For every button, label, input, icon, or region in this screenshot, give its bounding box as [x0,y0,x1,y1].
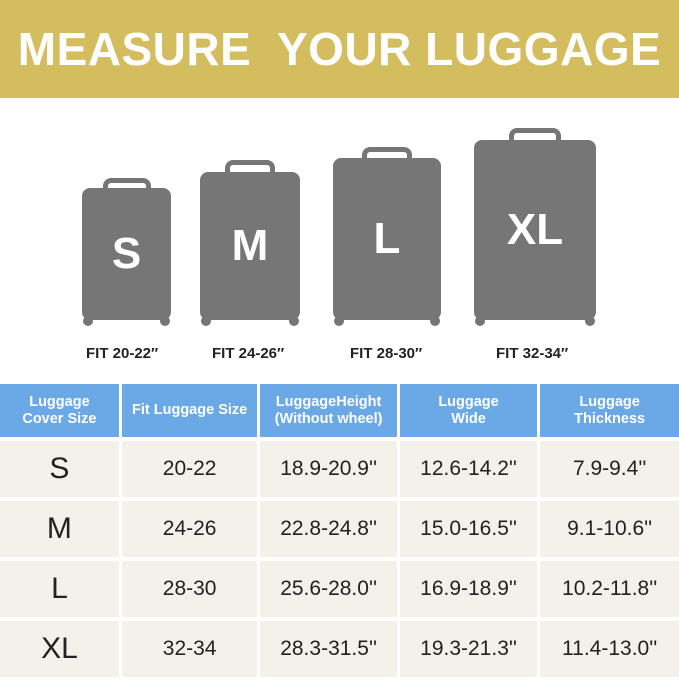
table-cell: 9.1-10.6'' [540,501,679,557]
title: MEASURE YOUR LUGGAGE [17,23,662,75]
table-cell: 12.6-14.2'' [399,441,538,497]
size-chart-table: Luggage Cover Size Fit Luggage Size Luggage… [0,380,679,681]
title-banner: MEASURE YOUR LUGGAGE [0,0,679,98]
table-cell: 28.3-31.5'' [260,621,397,677]
suitcase-letter: L [373,214,401,263]
column-header-line: Thickness [574,410,646,427]
table-row: M 24-26 22.8-24.8'' 15.0-16.5'' 9.1-10.6'' [0,501,679,557]
column-header-line: Luggage [438,393,499,410]
suitcase-letter: M [231,221,269,270]
table-cell: XL [0,621,119,677]
table-cell: 24-26 [121,501,258,557]
table-cell: 22.8-24.8'' [260,501,397,557]
column-header: Luggage Cover Size [0,384,119,437]
column-header-line: Luggage [29,393,90,410]
fit-label-s: FIT 20-22″ [86,345,159,362]
suitcase-l-icon: L [333,147,441,326]
column-header-line: (Without wheel) [274,410,383,427]
table-cell: 7.9-9.4'' [540,441,679,497]
table-cell: S [0,441,119,497]
column-header: Fit Luggage Size [121,384,258,437]
column-header-line: LuggageHeight [275,393,382,410]
column-header: Luggage Wide [399,384,538,437]
column-header-line: Fit Luggage Size [132,402,248,418]
table-cell: M [0,501,119,557]
table-row: XL 32-34 28.3-31.5'' 19.3-21.3'' 11.4-13.0'' [0,621,679,677]
table-cell: 15.0-16.5'' [399,501,538,557]
fit-label-m: FIT 24-26″ [212,345,285,362]
table-cell: L [0,561,119,617]
column-header: Luggage Thickness [540,384,679,437]
fit-label-xl: FIT 32-34″ [496,345,569,362]
table-cell: 32-34 [121,621,258,677]
table-row: S 20-22 18.9-20.9'' 12.6-14.2'' 7.9-9.4'' [0,441,679,497]
suitcase-s-icon: S [82,178,171,326]
suitcase-xl-icon: XL [474,128,596,326]
suitcase-letter: S [111,229,142,278]
table-cell: 28-30 [121,561,258,617]
table-cell: 10.2-11.8'' [540,561,679,617]
table-cell: 11.4-13.0'' [540,621,679,677]
table-cell: 20-22 [121,441,258,497]
suitcase-m-icon: M [200,160,300,326]
table-row: L 28-30 25.6-28.0'' 16.9-18.9'' 10.2-11.8'' [0,561,679,617]
column-header: LuggageHeight (Without wheel) [260,384,397,437]
table-cell: 16.9-18.9'' [399,561,538,617]
table-cell: 19.3-21.3'' [399,621,538,677]
column-header-line: Wide [451,410,486,427]
table-header-row: Luggage Cover Size Fit Luggage Size Luggage… [0,384,679,437]
column-header-line: Luggage [579,393,640,410]
table-cell: 25.6-28.0'' [260,561,397,617]
table-cell: 18.9-20.9'' [260,441,397,497]
fit-label-l: FIT 28-30″ [350,345,423,362]
column-header-line: Cover Size [22,410,97,427]
suitcase-letter: XL [506,205,564,254]
